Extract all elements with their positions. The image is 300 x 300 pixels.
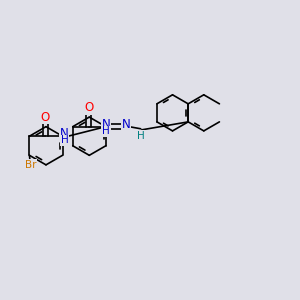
Text: O: O: [84, 101, 93, 114]
Text: H: H: [137, 130, 145, 141]
Text: O: O: [41, 111, 50, 124]
Text: N: N: [60, 127, 69, 140]
Text: N: N: [122, 118, 130, 131]
Text: H: H: [102, 126, 110, 136]
Text: Br: Br: [25, 160, 36, 170]
Text: N: N: [102, 118, 111, 130]
Text: H: H: [61, 135, 68, 146]
